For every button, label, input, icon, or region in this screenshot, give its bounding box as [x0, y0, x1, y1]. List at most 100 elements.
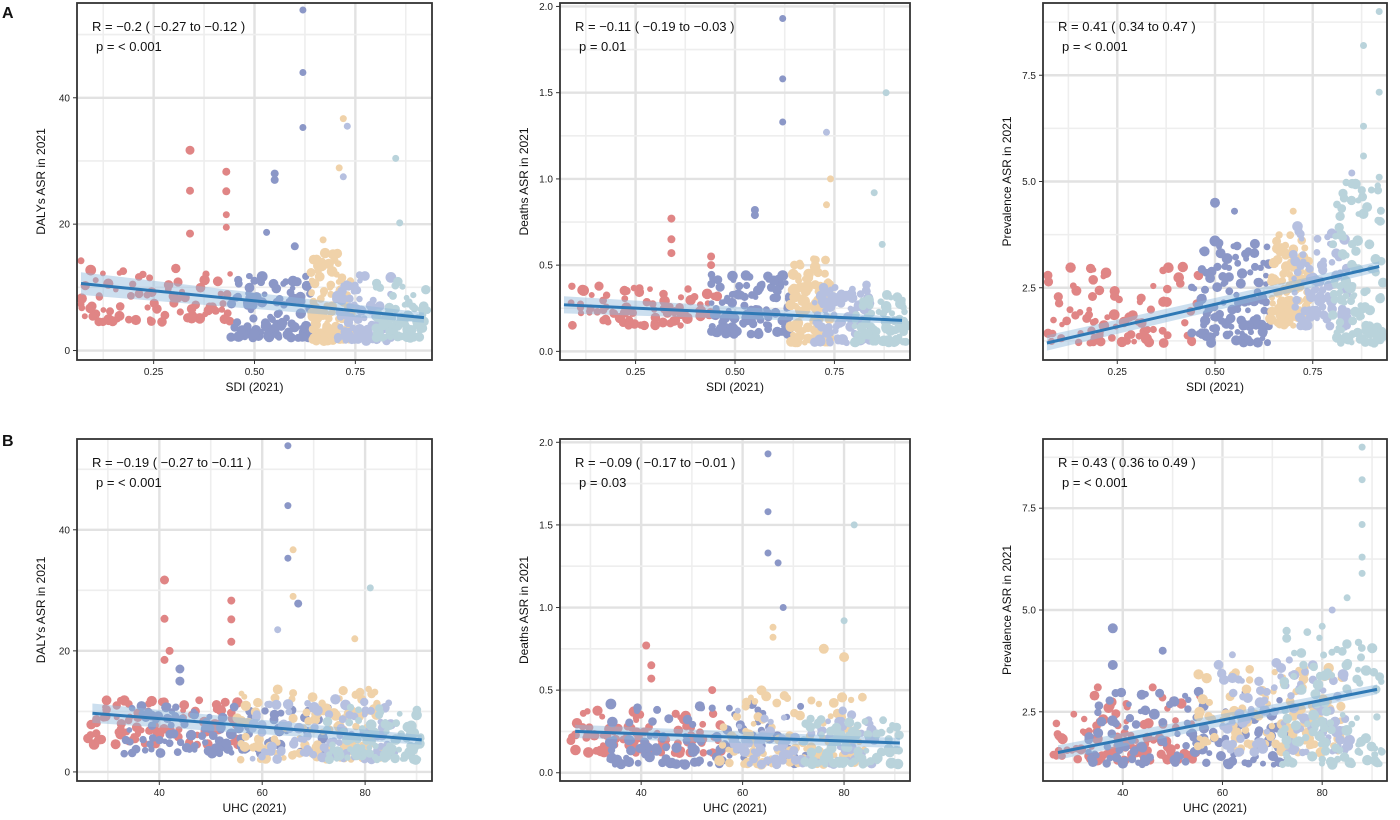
scatter-point	[1052, 719, 1061, 728]
scatter-point	[297, 735, 305, 743]
scatter-point	[147, 721, 157, 730]
correlation-annotation: R = −0.2 ( −0.27 to −0.12 )	[92, 19, 245, 34]
y-tick-label: 40	[59, 93, 71, 104]
scatter-point	[714, 755, 725, 766]
scatter-point	[392, 719, 401, 727]
scatter-point	[899, 303, 907, 311]
scatter-point	[355, 706, 362, 714]
gridlines	[77, 3, 432, 360]
scatter-point	[351, 635, 359, 643]
scatter-point	[272, 754, 283, 764]
scatter-point	[1353, 715, 1360, 721]
scatter-point	[1172, 717, 1179, 724]
scatter-point	[1108, 334, 1116, 342]
scatter-point	[269, 715, 279, 725]
scatter-point	[1103, 742, 1112, 751]
scatter-point	[198, 732, 207, 740]
scatter-point	[222, 223, 230, 231]
scatter-point	[248, 743, 258, 752]
scatter-point	[253, 697, 263, 708]
scatter-point	[1296, 261, 1305, 270]
scatter-point	[1286, 231, 1295, 240]
scatter-point	[1148, 708, 1160, 720]
scatter-point	[160, 575, 169, 585]
y-tick-label: 20	[59, 646, 71, 657]
scatter-point	[836, 289, 847, 299]
scatter-point	[894, 730, 904, 740]
scatter-point	[159, 724, 169, 734]
scatter-point	[830, 759, 839, 768]
scatter-point	[712, 291, 723, 302]
scatter-point	[882, 89, 890, 97]
scatter-point	[626, 745, 636, 756]
scatter-point	[270, 169, 279, 178]
scatter-point	[1085, 263, 1096, 274]
scatter-point	[671, 742, 682, 753]
scatter-point	[299, 6, 307, 14]
scatter-point	[1378, 277, 1387, 288]
scatter-point	[1116, 336, 1128, 348]
scatter-point	[130, 314, 141, 326]
scatter-point	[202, 311, 209, 318]
correlation-annotation: R = −0.19 ( −0.27 to −0.11 )	[92, 455, 251, 470]
scatter-point	[326, 266, 338, 277]
x-tick-label: 40	[636, 788, 648, 799]
scatter-point	[1115, 746, 1124, 754]
scatter-point	[195, 696, 204, 705]
scatter-point	[114, 310, 125, 321]
y-tick-label: 7.5	[1022, 71, 1036, 82]
scatter-point	[284, 554, 292, 562]
scatter-point	[85, 264, 97, 276]
scatter-point	[1232, 253, 1239, 261]
scatter-point	[827, 286, 835, 293]
scatter-point	[357, 278, 363, 284]
scatter-point	[377, 742, 385, 751]
scatter-point	[172, 703, 180, 711]
panel-4: 40 60 80 0 20 40 UHC (2021) DALYs ASR in 2021 R …	[34, 438, 433, 815]
scatter-point	[342, 337, 349, 344]
scatter-point	[1363, 287, 1371, 295]
scatter-point	[261, 707, 269, 715]
scatter-point	[767, 718, 774, 725]
scatter-point	[1173, 751, 1181, 758]
scatter-point	[599, 316, 608, 325]
scatter-point	[1249, 248, 1260, 258]
scatter-point	[598, 747, 610, 758]
scatter-point	[800, 756, 810, 766]
scatter-point	[1272, 236, 1282, 246]
scatter-point	[92, 729, 101, 738]
scatter-point	[1342, 178, 1350, 187]
scatter-point	[1281, 735, 1292, 746]
scatter-point	[1303, 748, 1310, 756]
scatter-point	[318, 699, 326, 707]
scatter-point	[763, 306, 770, 313]
scatter-point	[1337, 736, 1345, 745]
scatter-point	[1243, 335, 1253, 344]
scatter-point	[345, 294, 354, 303]
scatter-point	[353, 735, 362, 744]
scatter-point	[369, 296, 377, 304]
scatter-point	[1348, 720, 1356, 728]
scatter-point	[727, 297, 737, 308]
trend-line	[1057, 687, 1378, 754]
scatter-point	[1209, 324, 1217, 332]
scatter-point	[665, 757, 672, 765]
scatter-point	[797, 702, 805, 710]
scatter-point	[1190, 747, 1197, 755]
scatter-point	[1296, 713, 1303, 720]
scatter-point	[851, 323, 858, 330]
scatter-point	[289, 689, 298, 698]
scatter-point	[380, 719, 390, 729]
scatter-point	[823, 201, 830, 209]
scatter-point	[780, 750, 789, 759]
scatter-point	[421, 285, 431, 295]
scatter-point	[625, 718, 634, 727]
x-axis-label: SDI (2021)	[225, 380, 283, 394]
scatter-point	[1195, 709, 1204, 719]
scatter-point	[330, 694, 341, 705]
scatter-point	[1108, 309, 1120, 321]
scatter-point	[592, 705, 603, 716]
scatter-point	[1364, 321, 1375, 332]
scatter-point	[1251, 740, 1260, 749]
scatter-point	[295, 308, 306, 319]
